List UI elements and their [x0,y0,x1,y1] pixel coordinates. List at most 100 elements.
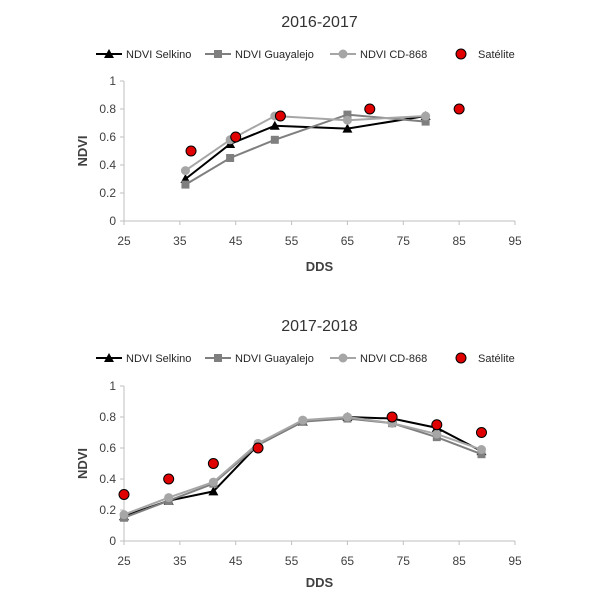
data-point [226,154,235,162]
chart-2017-2018: 2017-2018 NDVI Selkino NDVI Guayalejo NDVI … [75,318,522,590]
data-point [164,493,174,503]
chart-2016-2017: 2016-2017 NDVI Selkino NDVI Guayalejo NDVI … [75,14,522,274]
x-axis-label: DDS [306,575,334,590]
data-point [421,117,430,126]
data-point [477,450,486,459]
data-point [208,486,219,496]
legend-marker [455,48,467,60]
y-tick-label: 1 [109,379,116,393]
x-tick-label: 55 [285,554,299,568]
data-point [342,412,352,422]
data-point [342,115,352,125]
data-point [270,135,279,144]
legend-item-sat-lite: Satélite [455,48,515,61]
data-point [298,415,308,425]
data-point [269,120,280,130]
data-point [386,411,398,423]
x-tick-label: 25 [117,554,131,568]
data-point [453,103,465,115]
legend-label: NDVI Guayalejo [235,49,314,61]
y-tick-label: 0.4 [99,158,116,172]
data-point [207,458,219,469]
chart-title: 2017-2018 [281,318,358,335]
data-point [431,419,443,431]
legend-label: NDVI CD-868 [360,353,427,365]
data-point [274,110,286,122]
legend-item-ndvi-cd-868: NDVI CD-868 [330,49,427,61]
y-tick-label: 0.8 [99,102,116,116]
legend-label: NDVI Selkino [126,49,191,61]
y-axis-label: NDVI [75,448,90,479]
data-point [342,123,353,133]
x-tick-label: 75 [397,234,411,248]
legend-marker [214,354,222,362]
x-tick-label: 85 [452,554,466,568]
series-sat-lite [185,103,465,157]
legend-item-ndvi-cd-868: NDVI CD-868 [330,353,427,365]
series-line [184,115,426,180]
series-ndvi-guayalejo [181,110,430,189]
x-tick-label: 35 [173,554,187,568]
y-tick-label: 0.2 [99,503,116,517]
series-line [123,415,482,516]
chart-title: 2016-2017 [281,14,358,31]
data-point [252,442,264,454]
legend-item-ndvi-guayalejo: NDVI Guayalejo [205,353,314,365]
legend-marker [214,50,222,58]
data-point [119,510,129,520]
x-tick-label: 35 [173,234,187,248]
legend-marker [104,353,114,362]
legend-item-sat-lite: Satélite [455,352,515,365]
x-tick-label: 45 [229,554,243,568]
x-axis-label: DDS [306,259,334,274]
legend-marker [338,49,348,59]
data-point [475,427,487,438]
data-point [181,180,190,189]
x-tick-label: 25 [117,234,131,248]
data-point [163,473,175,485]
y-tick-label: 0.6 [99,130,116,144]
data-point [432,429,442,439]
x-tick-label: 95 [508,554,522,568]
series-ndvi-guayalejo [120,414,486,522]
legend-item-ndvi-selkino: NDVI Selkino [96,353,191,365]
data-point [230,131,242,143]
series-line [123,417,482,519]
legend-label: Satélite [478,49,515,61]
legend-label: NDVI Guayalejo [235,353,314,365]
legend-marker [104,49,114,58]
legend-label: Satélite [478,353,515,365]
x-tick-label: 65 [341,554,355,568]
legend-label: NDVI Selkino [126,353,191,365]
x-tick-label: 85 [452,234,466,248]
x-tick-label: 75 [397,554,411,568]
x-tick-label: 65 [341,234,355,248]
y-tick-label: 0.2 [99,186,116,200]
data-point [180,166,190,176]
series-ndvi-selkino [119,412,487,521]
y-tick-label: 0.4 [99,472,116,486]
x-tick-label: 55 [285,234,299,248]
series-ndvi-cd-868 [119,412,486,520]
data-point [208,477,218,487]
legend-item-ndvi-selkino: NDVI Selkino [96,49,191,61]
y-tick-label: 0.6 [99,441,116,455]
x-tick-label: 45 [229,234,243,248]
data-point [421,111,431,121]
data-point [185,145,197,157]
data-point [476,445,486,455]
data-point [364,103,376,115]
legend-item-ndvi-guayalejo: NDVI Guayalejo [205,49,314,61]
legend-marker [338,353,348,363]
data-point [118,489,130,500]
legend-label: NDVI CD-868 [360,49,427,61]
y-tick-label: 0 [109,214,116,228]
y-tick-label: 1 [109,74,116,88]
legend-marker [455,352,467,364]
y-tick-label: 0 [109,534,116,548]
series-sat-lite [118,411,487,500]
x-tick-label: 95 [508,234,522,248]
data-point [343,110,352,119]
y-axis-label: NDVI [75,135,90,166]
